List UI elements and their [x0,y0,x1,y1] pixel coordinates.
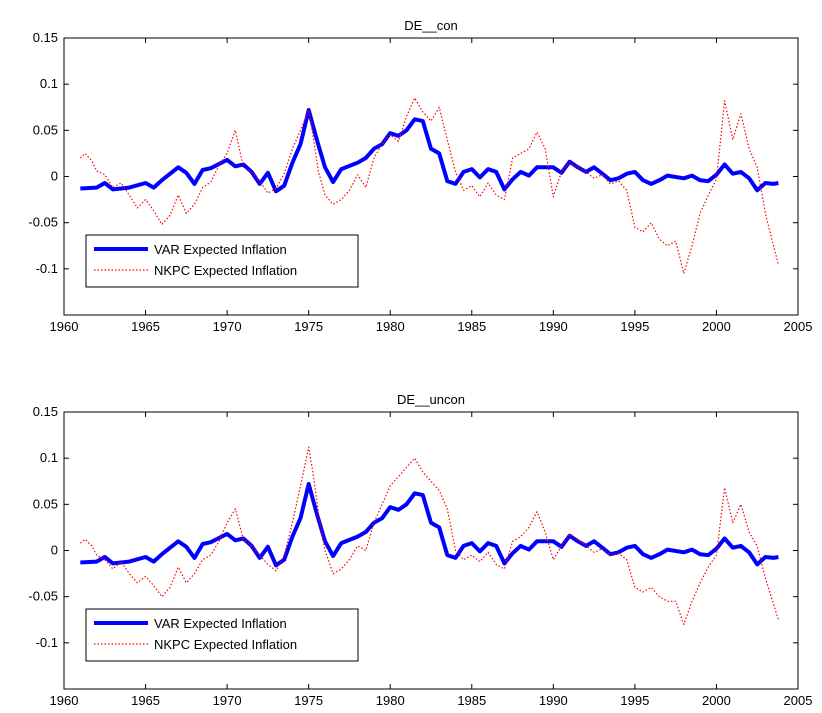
x-tick-label: 1985 [457,319,486,334]
series-line-nkpc [79,97,779,275]
x-tick-label: 1975 [294,693,323,708]
legend: VAR Expected Inflation NKPC Expected Inf… [85,608,359,662]
x-tick-label: 1965 [131,319,160,334]
series-line-var [80,482,779,568]
y-tick-label: 0.15 [33,30,58,45]
x-tick-label: 1980 [376,693,405,708]
x-tick-label: 1960 [50,319,79,334]
series-line-nkpc [79,446,779,625]
x-tick-label: 2000 [702,693,731,708]
axis-ticks: 1960 1965 1970 1975 1980 1985 1990 1995 2000 2005… [28,404,812,708]
x-tick-label: 1990 [539,693,568,708]
y-tick-label: 0 [51,169,58,184]
chart-panel-de-uncon: DE__uncon 1960 1965 1970 1975 1980 1985 1990 19… [28,392,812,708]
x-tick-label: 1995 [620,319,649,334]
x-tick-label: 1970 [213,319,242,334]
x-tick-label: 1995 [620,693,649,708]
legend-label-var: VAR Expected Inflation [154,616,287,631]
y-tick-label: -0.1 [36,261,58,276]
legend-label-var: VAR Expected Inflation [154,242,287,257]
chart-title: DE__con [404,18,457,33]
chart-panel-de-con: DE__con 1960 1965 1970 1975 1980 1985 1990 1995… [28,18,812,334]
x-tick-label: 2005 [784,693,813,708]
y-tick-label: 0 [51,543,58,558]
legend: VAR Expected Inflation NKPC Expected Inf… [85,234,359,288]
legend-label-nkpc: NKPC Expected Inflation [154,263,297,278]
y-tick-label: 0.15 [33,404,58,419]
x-tick-label: 1975 [294,319,323,334]
x-tick-label: 1985 [457,693,486,708]
x-tick-label: 1960 [50,693,79,708]
series-line-var [80,108,779,194]
series-group [79,446,779,625]
y-tick-label: -0.1 [36,635,58,650]
y-tick-label: 0.1 [40,450,58,465]
x-tick-label: 1980 [376,319,405,334]
legend-label-nkpc: NKPC Expected Inflation [154,637,297,652]
x-tick-label: 1965 [131,693,160,708]
y-tick-label: 0.05 [33,122,58,137]
y-tick-label: -0.05 [28,215,58,230]
x-tick-label: 1970 [213,693,242,708]
axis-ticks: 1960 1965 1970 1975 1980 1985 1990 1995 2000 2005… [28,30,812,334]
chart-title: DE__uncon [397,392,465,407]
legend-box [85,234,359,288]
x-tick-label: 1990 [539,319,568,334]
y-tick-label: 0.05 [33,496,58,511]
y-tick-label: -0.05 [28,589,58,604]
x-tick-label: 2005 [784,319,813,334]
legend-box [85,608,359,662]
x-tick-label: 2000 [702,319,731,334]
series-group [79,97,779,275]
y-tick-label: 0.1 [40,76,58,91]
